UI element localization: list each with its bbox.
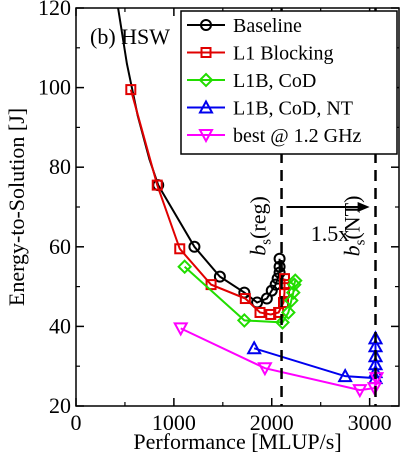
point-baseline: [188, 240, 201, 253]
point-l1b-cod-nt: [337, 368, 353, 383]
point-l1b-cod-nt: [246, 340, 262, 355]
point-l1-blocking: [205, 279, 217, 291]
point-l1b-cod-nt: [367, 348, 384, 363]
point-l1b-cod: [287, 273, 303, 289]
axes: 0 1000 2000 3000 20 40 60 80 100 120 Performance […: [4, 0, 400, 454]
y-tick-label: 100: [38, 75, 71, 100]
point-best-1-2-ghz: [366, 382, 383, 397]
point-l1b-cod: [236, 313, 252, 328]
y-tick-label: 80: [49, 154, 71, 179]
y-tick-label: 20: [49, 393, 71, 418]
legend-marker-best-1-2-ghz: [198, 129, 214, 144]
panel-label: (b) HSW: [90, 24, 170, 49]
point-l1b-cod: [280, 305, 296, 320]
legend-marker-l1b-cod: [198, 72, 214, 88]
legend: Baseline L1 Blocking L1B, CoD L1B, CoD, NT b…: [180, 10, 398, 155]
point-best-1-2-ghz: [257, 362, 273, 377]
point-l1-blocking: [239, 293, 251, 305]
y-tick-label: 40: [49, 313, 71, 338]
point-l1-blocking: [265, 308, 277, 320]
speedup-arrow-head: [357, 202, 370, 212]
series-line-l1b-cod-nt: [253, 338, 377, 380]
legend-marker-l1-blocking: [200, 47, 212, 58]
y-tick-label: 60: [49, 234, 71, 259]
legend-label-best-1-2-ghz: best @ 1.2 GHz: [233, 125, 362, 147]
point-l1-blocking: [125, 84, 137, 96]
point-l1-blocking: [254, 306, 266, 318]
point-best-1-2-ghz: [352, 384, 368, 399]
point-l1-blocking: [278, 287, 290, 299]
x-axis-title: Performance [MLUP/s]: [133, 429, 341, 454]
x-tick-label: 3000: [348, 410, 392, 435]
annotations: (b) HSW 1.5x bs(reg) bs(NT): [90, 24, 370, 256]
plot-clip-group: [117, 8, 385, 406]
legend-label-l1-blocking: L1 Blocking: [233, 43, 334, 65]
point-baseline: [265, 284, 278, 297]
y-axis-title: Energy-to-Solution [J]: [4, 108, 29, 306]
legend-marker-l1b-cod-nt: [198, 99, 214, 114]
point-l1-blocking: [174, 243, 186, 255]
legend-label-l1b-cod: L1B, CoD: [233, 70, 316, 92]
speedup-label: 1.5x: [311, 221, 350, 246]
point-l1b-cod: [177, 259, 193, 275]
point-best-1-2-ghz: [173, 322, 189, 337]
point-baseline: [273, 252, 286, 265]
x-tick-label: 0: [71, 410, 82, 435]
vline-label-nt: bs(NT): [340, 196, 369, 257]
x-tick-label: 1000: [152, 410, 196, 435]
plot-area: [117, 8, 385, 406]
vline-label-reg: bs(reg): [246, 196, 275, 256]
point-l1-blocking: [151, 179, 163, 191]
point-l1b-cod-nt: [367, 330, 384, 345]
point-baseline: [213, 270, 226, 283]
point-l1-blocking: [278, 273, 290, 285]
series-line-best-1-2-ghz: [180, 327, 378, 392]
point-l1b-cod: [275, 315, 290, 330]
x-tick-label: 2000: [250, 410, 294, 435]
legend-box: [180, 10, 398, 155]
point-l1b-cod: [283, 293, 299, 308]
legend-marker-baseline: [200, 19, 212, 31]
point-baseline: [273, 260, 286, 273]
point-l1b-cod: [285, 285, 301, 300]
legend-label-l1b-cod-nt: L1B, CoD, NT: [233, 98, 353, 120]
legend-label-baseline: Baseline: [233, 15, 302, 37]
y-tick-label: 120: [38, 0, 71, 20]
